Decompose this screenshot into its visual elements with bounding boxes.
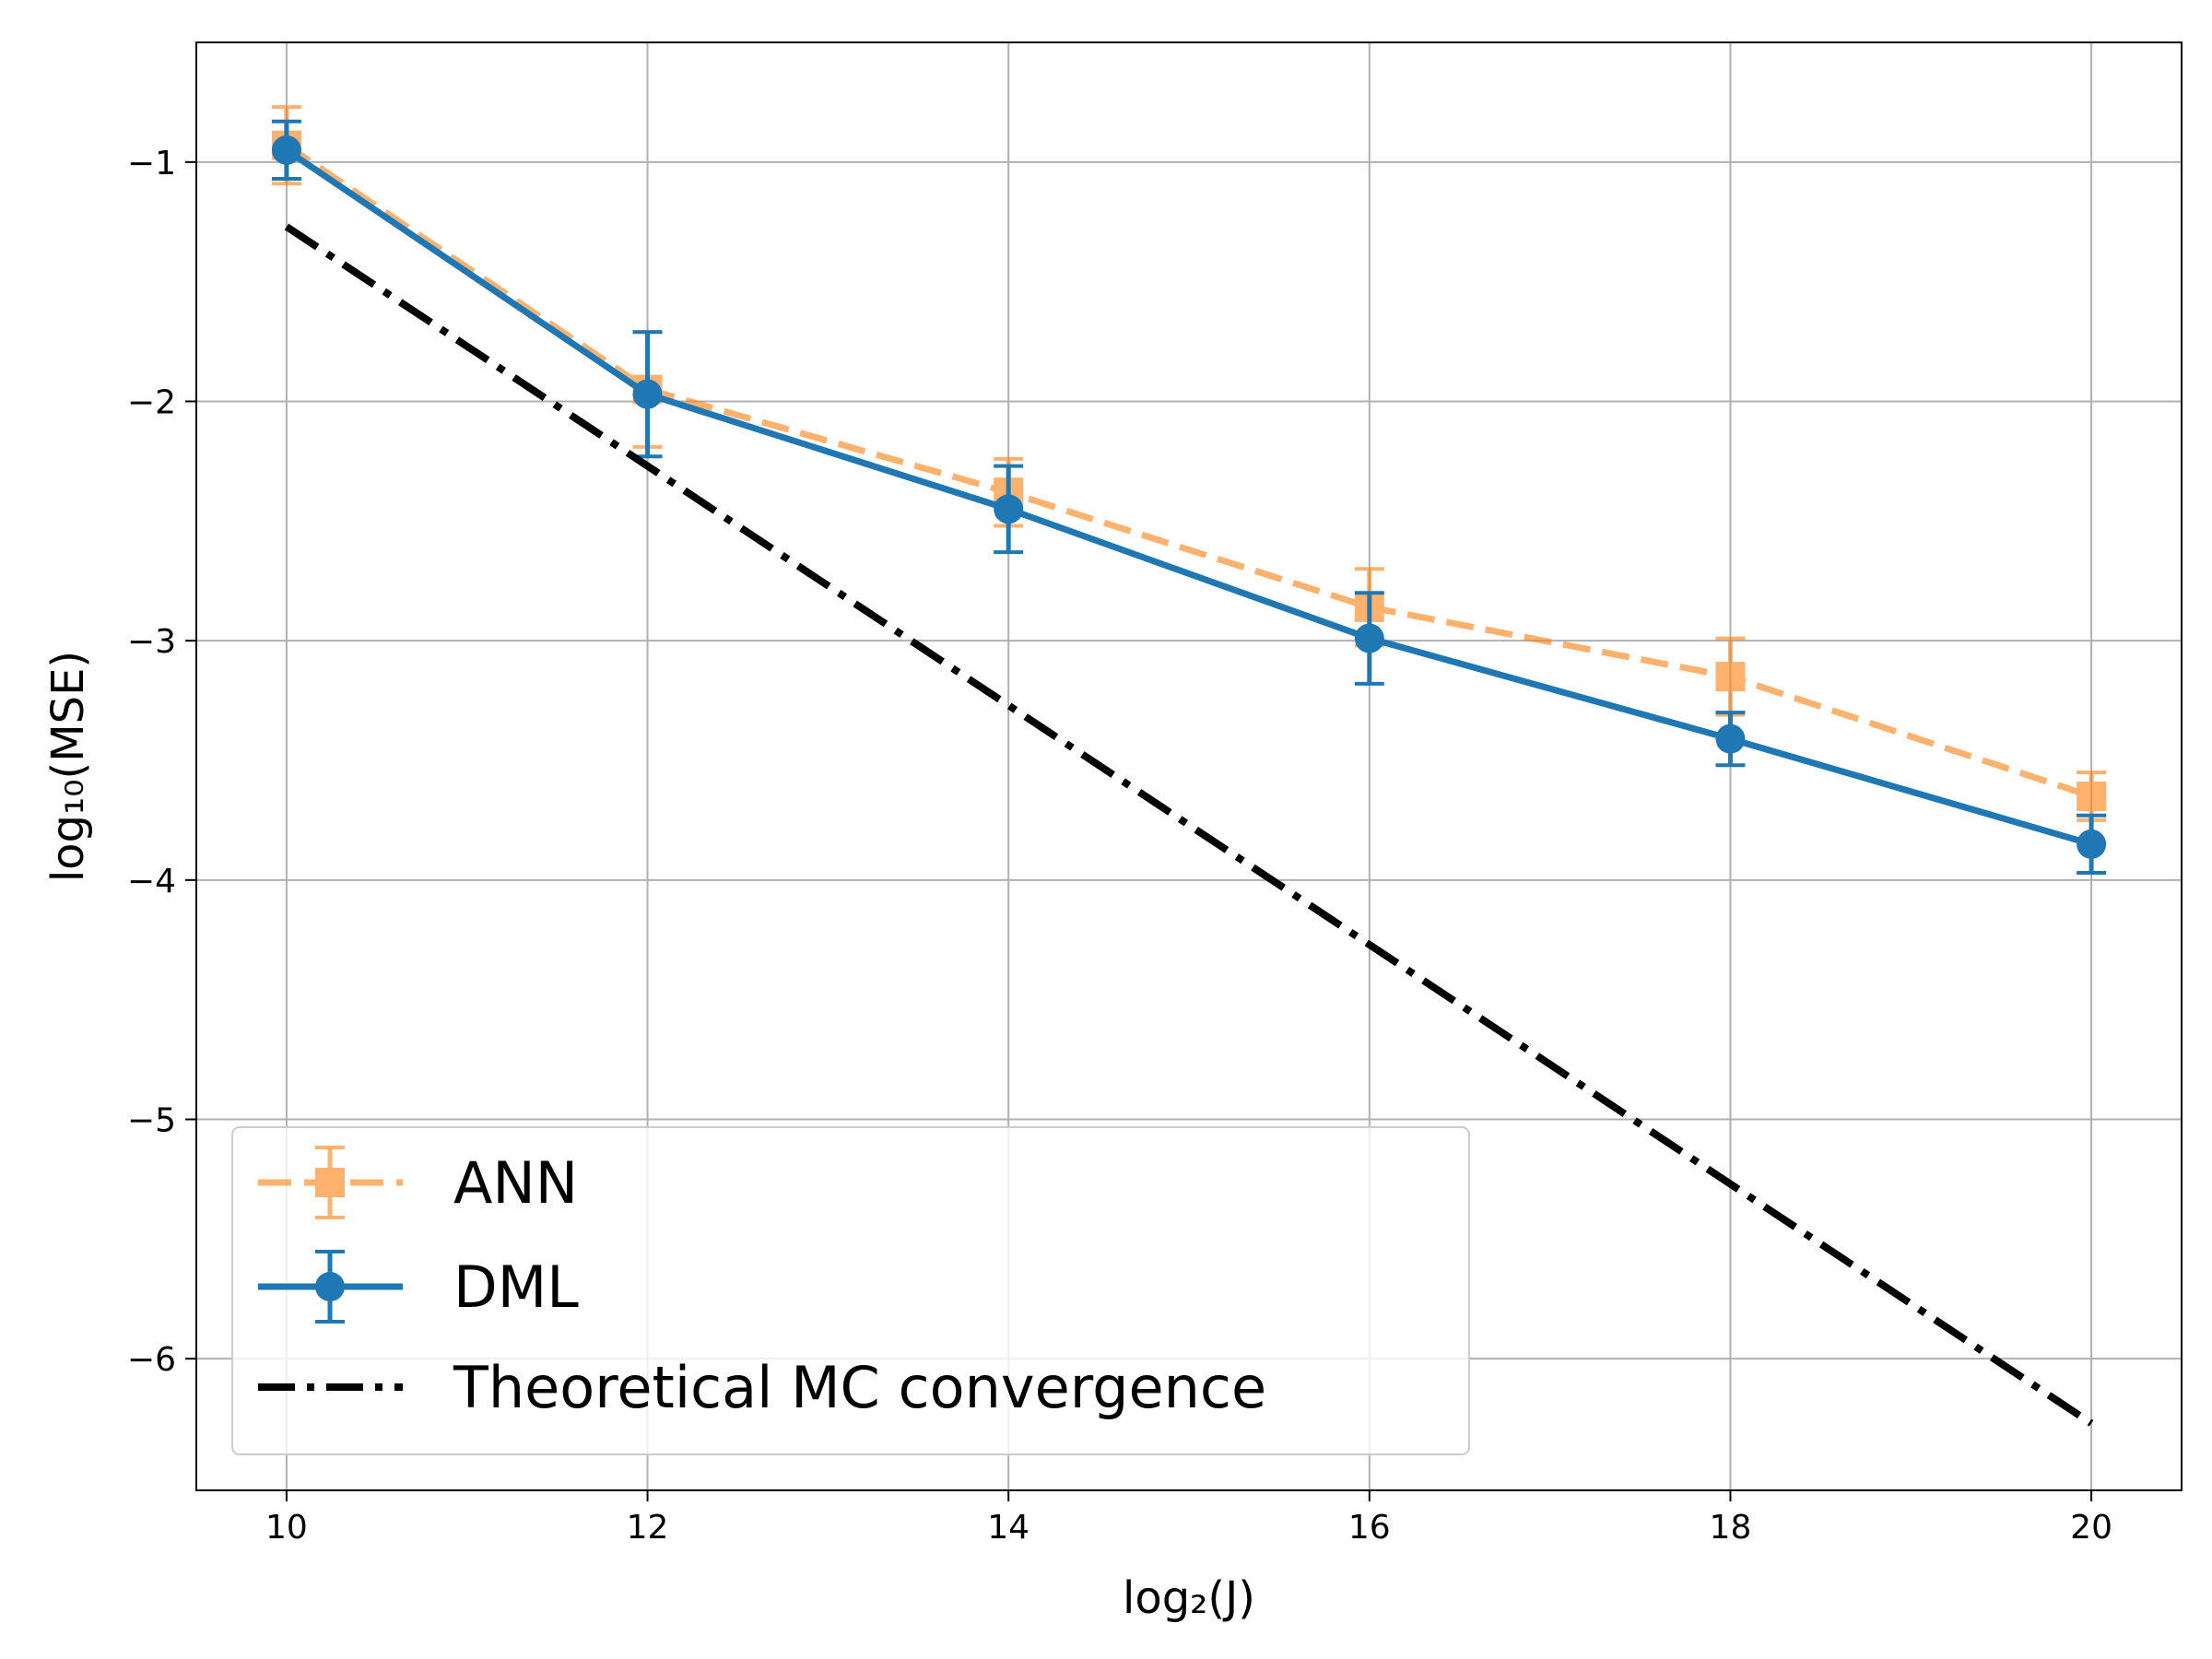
x-axis-label: log₂(J) <box>1123 1572 1255 1624</box>
series-line-theoretical-mc-convergence <box>284 223 2094 1427</box>
plot-frame <box>195 41 2183 1491</box>
y-tick-label: −3 <box>127 623 176 661</box>
series-dml <box>271 119 2107 876</box>
legend-box <box>231 1126 1470 1455</box>
x-tick-label: 18 <box>1710 1509 1752 1547</box>
legend-label: Theoretical MC convergence <box>453 1354 1266 1421</box>
legend-entry-dml <box>258 1250 403 1324</box>
y-tick-label: −2 <box>127 384 176 422</box>
y-tick-label: −6 <box>127 1341 176 1379</box>
legend-marker <box>315 1272 345 1301</box>
data-point <box>2077 829 2107 859</box>
legend-label: DML <box>453 1253 579 1321</box>
data-point <box>1354 623 1384 653</box>
grid <box>196 42 2182 1490</box>
y-tick-label: −1 <box>127 145 176 182</box>
x-tick-label: 16 <box>1348 1509 1391 1547</box>
data-point <box>1715 724 1746 754</box>
x-tick-label: 14 <box>987 1509 1030 1547</box>
series-line-dml <box>284 147 2093 848</box>
series-layer <box>271 105 2107 1427</box>
x-tick-label: 12 <box>627 1509 669 1547</box>
data-point <box>271 135 301 165</box>
series-line-ann <box>284 142 2093 800</box>
data-point <box>2077 781 2107 811</box>
y-tick-label: −5 <box>127 1102 176 1140</box>
data-point <box>632 379 663 409</box>
legend-label: ANN <box>453 1149 578 1217</box>
ticks: 10 12 14 16 18 20 −1 −2 −3 −4 −5 −6 <box>127 145 2112 1547</box>
legend-entry-ann <box>258 1146 403 1219</box>
y-axis-label: log₁₀(MSE) <box>42 651 94 882</box>
legend-marker <box>315 1168 345 1197</box>
series-theoretical-mc-convergence <box>284 223 2094 1427</box>
y-tick-label: −4 <box>127 863 176 900</box>
x-tick-label: 20 <box>2070 1509 2112 1547</box>
data-point <box>994 494 1024 524</box>
data-point <box>1715 662 1746 692</box>
legend: ANN DML Theoretical MC convergence <box>231 1126 1470 1455</box>
x-tick-label: 10 <box>265 1509 308 1547</box>
